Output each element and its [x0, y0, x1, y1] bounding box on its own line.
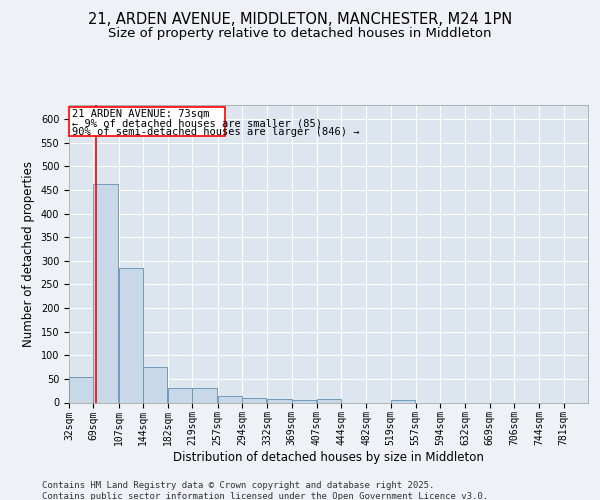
- Bar: [292, 400, 316, 402]
- Bar: [168, 388, 193, 402]
- Bar: [143, 367, 167, 402]
- Bar: [317, 399, 341, 402]
- Bar: [119, 268, 143, 402]
- Text: Contains HM Land Registry data © Crown copyright and database right 2025.: Contains HM Land Registry data © Crown c…: [42, 481, 434, 490]
- Bar: [391, 400, 415, 402]
- Bar: [94, 184, 118, 402]
- Text: Size of property relative to detached houses in Middleton: Size of property relative to detached ho…: [108, 28, 492, 40]
- Bar: [69, 108, 225, 136]
- Text: 90% of semi-detached houses are larger (846) →: 90% of semi-detached houses are larger (…: [71, 127, 359, 137]
- Text: 21 ARDEN AVENUE: 73sqm: 21 ARDEN AVENUE: 73sqm: [71, 110, 209, 119]
- Text: 21, ARDEN AVENUE, MIDDLETON, MANCHESTER, M24 1PN: 21, ARDEN AVENUE, MIDDLETON, MANCHESTER,…: [88, 12, 512, 28]
- Text: ← 9% of detached houses are smaller (85): ← 9% of detached houses are smaller (85): [71, 118, 322, 128]
- Y-axis label: Number of detached properties: Number of detached properties: [22, 161, 35, 347]
- Bar: [267, 399, 292, 402]
- X-axis label: Distribution of detached houses by size in Middleton: Distribution of detached houses by size …: [173, 451, 484, 464]
- Text: Contains public sector information licensed under the Open Government Licence v3: Contains public sector information licen…: [42, 492, 488, 500]
- Bar: [218, 396, 242, 402]
- Bar: [193, 388, 217, 402]
- Bar: [69, 378, 94, 402]
- Bar: [242, 398, 266, 402]
